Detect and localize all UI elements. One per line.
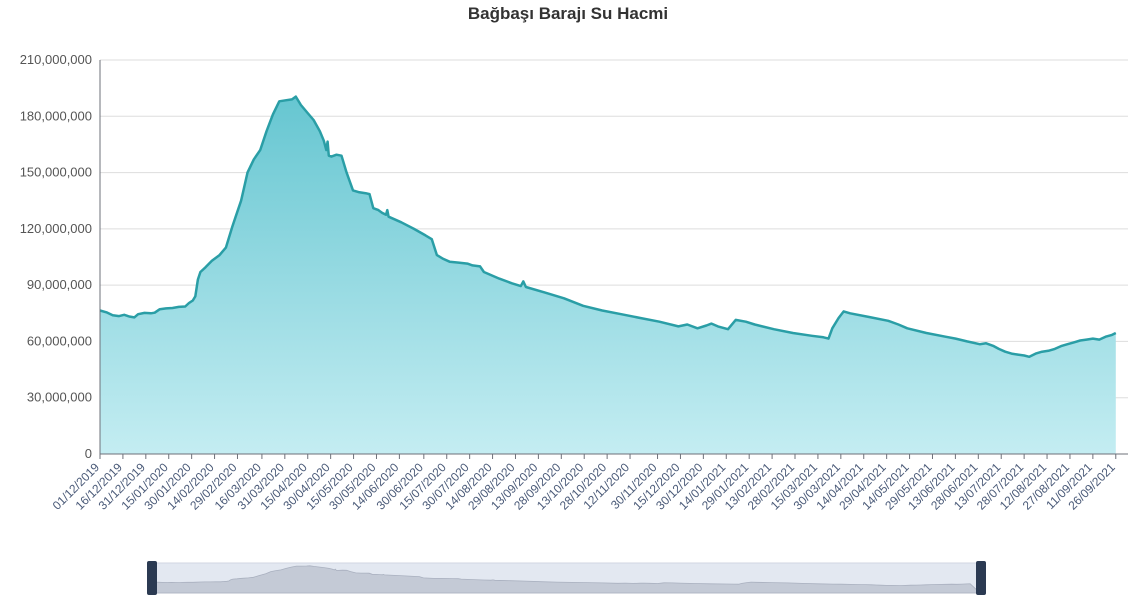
y-tick-label: 30,000,000 <box>27 390 92 405</box>
y-tick-label: 0 <box>85 446 92 461</box>
y-tick-label: 180,000,000 <box>20 108 92 123</box>
zoom-preview-area <box>151 565 982 594</box>
chart-title: Bağbaşı Barajı Su Hacmi <box>468 4 668 23</box>
y-axis-labels: 0 30,000,000 60,000,000 90,000,000 120,000,0… <box>20 52 92 461</box>
data-zoom-slider[interactable] <box>147 561 986 595</box>
y-tick-label: 120,000,000 <box>20 221 92 236</box>
y-tick-label: 90,000,000 <box>27 277 92 292</box>
y-tick-label: 60,000,000 <box>27 333 92 348</box>
x-axis-labels: 01/12/201916/12/201931/12/201915/01/2020… <box>50 460 1118 513</box>
zoom-handle-right[interactable] <box>976 561 986 595</box>
y-tick-label: 210,000,000 <box>20 52 92 67</box>
y-tick-label: 150,000,000 <box>20 165 92 180</box>
series-line[interactable] <box>99 95 1117 359</box>
x-axis-ticks <box>99 454 1117 459</box>
zoom-handle-left[interactable] <box>147 561 157 595</box>
area-fill <box>100 96 1116 454</box>
